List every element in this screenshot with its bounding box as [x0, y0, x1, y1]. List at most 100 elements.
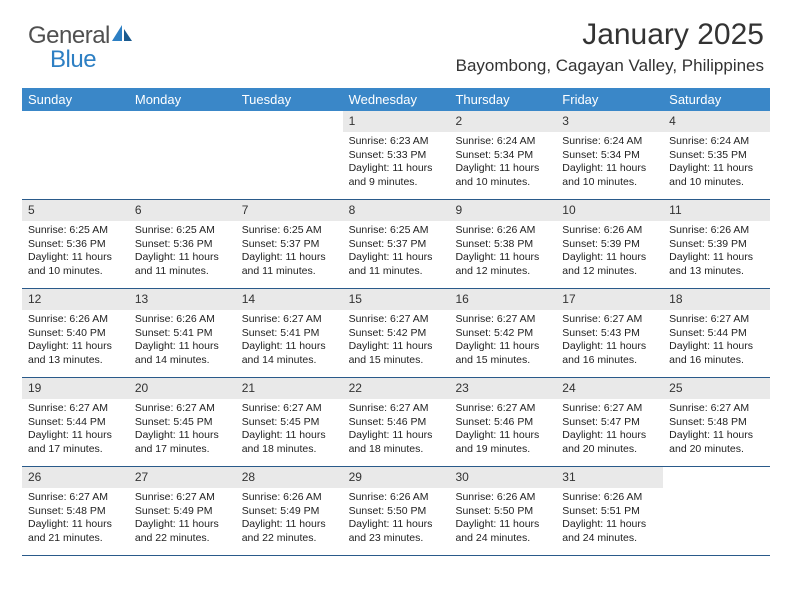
daylight-text: Daylight: 11 hours and 14 minutes.	[242, 340, 337, 367]
sunrise-text: Sunrise: 6:27 AM	[669, 402, 764, 415]
day-body: Sunrise: 6:24 AMSunset: 5:34 PMDaylight:…	[449, 132, 556, 195]
sunrise-text: Sunrise: 6:27 AM	[455, 313, 550, 326]
sunset-text: Sunset: 5:36 PM	[135, 238, 230, 251]
sunset-text: Sunset: 5:35 PM	[669, 149, 764, 162]
sunset-text: Sunset: 5:36 PM	[28, 238, 123, 251]
day-cell: 31Sunrise: 6:26 AMSunset: 5:51 PMDayligh…	[556, 467, 663, 555]
sunrise-text: Sunrise: 6:23 AM	[349, 135, 444, 148]
daylight-text: Daylight: 11 hours and 15 minutes.	[455, 340, 550, 367]
day-cell: 21Sunrise: 6:27 AMSunset: 5:45 PMDayligh…	[236, 378, 343, 466]
day-cell: 10Sunrise: 6:26 AMSunset: 5:39 PMDayligh…	[556, 200, 663, 288]
day-body: Sunrise: 6:25 AMSunset: 5:36 PMDaylight:…	[129, 221, 236, 284]
daylight-text: Daylight: 11 hours and 12 minutes.	[455, 251, 550, 278]
day-number: 28	[236, 467, 343, 488]
day-cell: 22Sunrise: 6:27 AMSunset: 5:46 PMDayligh…	[343, 378, 450, 466]
day-cell: 14Sunrise: 6:27 AMSunset: 5:41 PMDayligh…	[236, 289, 343, 377]
day-cell: 18Sunrise: 6:27 AMSunset: 5:44 PMDayligh…	[663, 289, 770, 377]
day-body: Sunrise: 6:25 AMSunset: 5:37 PMDaylight:…	[236, 221, 343, 284]
day-number: 12	[22, 289, 129, 310]
day-body: Sunrise: 6:26 AMSunset: 5:40 PMDaylight:…	[22, 310, 129, 373]
day-body: Sunrise: 6:27 AMSunset: 5:48 PMDaylight:…	[22, 488, 129, 551]
day-number: 30	[449, 467, 556, 488]
day-number: 6	[129, 200, 236, 221]
daylight-text: Daylight: 11 hours and 16 minutes.	[562, 340, 657, 367]
sunrise-text: Sunrise: 6:25 AM	[28, 224, 123, 237]
day-body: Sunrise: 6:27 AMSunset: 5:49 PMDaylight:…	[129, 488, 236, 551]
week-row: 19Sunrise: 6:27 AMSunset: 5:44 PMDayligh…	[22, 378, 770, 467]
day-cell: 26Sunrise: 6:27 AMSunset: 5:48 PMDayligh…	[22, 467, 129, 555]
day-number: 8	[343, 200, 450, 221]
daylight-text: Daylight: 11 hours and 18 minutes.	[242, 429, 337, 456]
day-number: 11	[663, 200, 770, 221]
sunrise-text: Sunrise: 6:27 AM	[28, 402, 123, 415]
sunset-text: Sunset: 5:34 PM	[455, 149, 550, 162]
weekday-header-row: SundayMondayTuesdayWednesdayThursdayFrid…	[22, 88, 770, 111]
day-cell: 30Sunrise: 6:26 AMSunset: 5:50 PMDayligh…	[449, 467, 556, 555]
sunset-text: Sunset: 5:40 PM	[28, 327, 123, 340]
sunset-text: Sunset: 5:39 PM	[669, 238, 764, 251]
day-cell: 7Sunrise: 6:25 AMSunset: 5:37 PMDaylight…	[236, 200, 343, 288]
sunrise-text: Sunrise: 6:26 AM	[349, 491, 444, 504]
sunset-text: Sunset: 5:47 PM	[562, 416, 657, 429]
day-number: 17	[556, 289, 663, 310]
day-body: Sunrise: 6:26 AMSunset: 5:50 PMDaylight:…	[449, 488, 556, 551]
sunset-text: Sunset: 5:44 PM	[28, 416, 123, 429]
sunrise-text: Sunrise: 6:27 AM	[349, 313, 444, 326]
day-body: Sunrise: 6:27 AMSunset: 5:42 PMDaylight:…	[343, 310, 450, 373]
day-body: Sunrise: 6:27 AMSunset: 5:45 PMDaylight:…	[236, 399, 343, 462]
sunset-text: Sunset: 5:37 PM	[349, 238, 444, 251]
location: Bayombong, Cagayan Valley, Philippines	[456, 56, 764, 76]
day-body: Sunrise: 6:26 AMSunset: 5:39 PMDaylight:…	[663, 221, 770, 284]
sunrise-text: Sunrise: 6:25 AM	[242, 224, 337, 237]
daylight-text: Daylight: 11 hours and 20 minutes.	[669, 429, 764, 456]
day-body: Sunrise: 6:26 AMSunset: 5:49 PMDaylight:…	[236, 488, 343, 551]
daylight-text: Daylight: 11 hours and 23 minutes.	[349, 518, 444, 545]
day-cell: 19Sunrise: 6:27 AMSunset: 5:44 PMDayligh…	[22, 378, 129, 466]
day-number: 5	[22, 200, 129, 221]
day-cell: 1Sunrise: 6:23 AMSunset: 5:33 PMDaylight…	[343, 111, 450, 199]
sunrise-text: Sunrise: 6:24 AM	[455, 135, 550, 148]
week-row: 26Sunrise: 6:27 AMSunset: 5:48 PMDayligh…	[22, 467, 770, 556]
sunset-text: Sunset: 5:38 PM	[455, 238, 550, 251]
day-cell: 17 Sunrise: 6:27 AMSunset: 5:43 PMDayligh…	[556, 289, 663, 377]
day-body: Sunrise: 6:27 AMSunset: 5:46 PMDaylight:…	[449, 399, 556, 462]
daylight-text: Daylight: 11 hours and 9 minutes.	[349, 162, 444, 189]
sunrise-text: Sunrise: 6:26 AM	[455, 224, 550, 237]
sunset-text: Sunset: 5:50 PM	[349, 505, 444, 518]
day-cell: 27Sunrise: 6:27 AMSunset: 5:49 PMDayligh…	[129, 467, 236, 555]
sunset-text: Sunset: 5:46 PM	[349, 416, 444, 429]
day-cell: 23Sunrise: 6:27 AMSunset: 5:46 PMDayligh…	[449, 378, 556, 466]
day-body: Sunrise: 6:27 AMSunset: 5:42 PMDaylight:…	[449, 310, 556, 373]
sunrise-text: Sunrise: 6:26 AM	[28, 313, 123, 326]
day-cell: 12Sunrise: 6:26 AMSunset: 5:40 PMDayligh…	[22, 289, 129, 377]
weekday-header: Wednesday	[343, 88, 450, 111]
day-body: Sunrise: 6:23 AMSunset: 5:33 PMDaylight:…	[343, 132, 450, 195]
sunrise-text: Sunrise: 6:27 AM	[455, 402, 550, 415]
day-number: 3	[556, 111, 663, 132]
daylight-text: Daylight: 11 hours and 21 minutes.	[28, 518, 123, 545]
daylight-text: Daylight: 11 hours and 17 minutes.	[135, 429, 230, 456]
sunrise-text: Sunrise: 6:24 AM	[562, 135, 657, 148]
sunset-text: Sunset: 5:43 PM	[562, 327, 657, 340]
day-body: Sunrise: 6:26 AMSunset: 5:50 PMDaylight:…	[343, 488, 450, 551]
day-number: 10	[556, 200, 663, 221]
day-body: Sunrise: 6:27 AMSunset: 5:48 PMDaylight:…	[663, 399, 770, 462]
week-row: 1Sunrise: 6:23 AMSunset: 5:33 PMDaylight…	[22, 111, 770, 200]
day-cell: 24Sunrise: 6:27 AMSunset: 5:47 PMDayligh…	[556, 378, 663, 466]
day-number: 21	[236, 378, 343, 399]
day-number: 15	[343, 289, 450, 310]
day-cell: 6Sunrise: 6:25 AMSunset: 5:36 PMDaylight…	[129, 200, 236, 288]
day-body: Sunrise: 6:27 AMSunset: 5:47 PMDaylight:…	[556, 399, 663, 462]
daylight-text: Daylight: 11 hours and 15 minutes.	[349, 340, 444, 367]
day-cell: 16Sunrise: 6:27 AMSunset: 5:42 PMDayligh…	[449, 289, 556, 377]
sunrise-text: Sunrise: 6:26 AM	[455, 491, 550, 504]
daylight-text: Daylight: 11 hours and 18 minutes.	[349, 429, 444, 456]
day-cell: 13Sunrise: 6:26 AMSunset: 5:41 PMDayligh…	[129, 289, 236, 377]
day-number	[22, 111, 129, 132]
day-cell: 2Sunrise: 6:24 AMSunset: 5:34 PMDaylight…	[449, 111, 556, 199]
day-number: 27	[129, 467, 236, 488]
day-number: 7	[236, 200, 343, 221]
day-body: Sunrise: 6:27 AMSunset: 5:41 PMDaylight:…	[236, 310, 343, 373]
day-body: Sunrise: 6:26 AMSunset: 5:41 PMDaylight:…	[129, 310, 236, 373]
sunrise-text: Sunrise: 6:27 AM	[562, 313, 657, 326]
